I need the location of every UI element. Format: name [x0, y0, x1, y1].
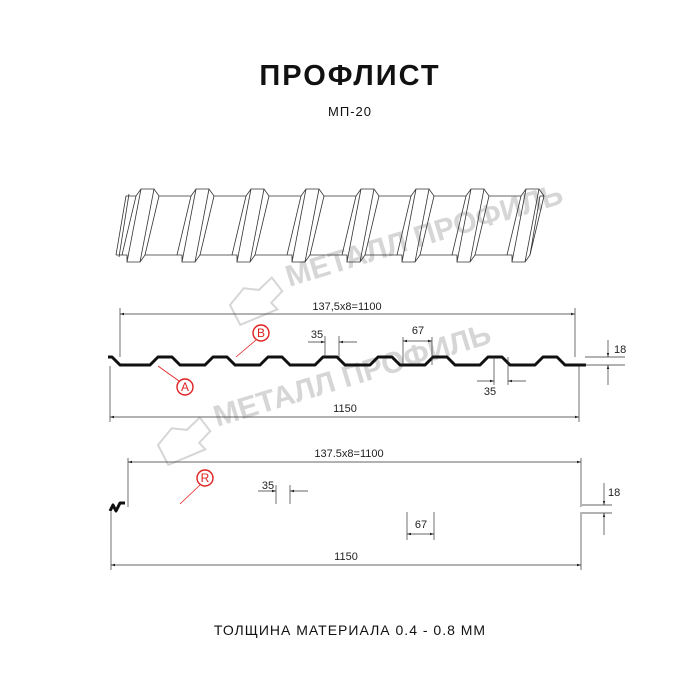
sheet-edge	[341, 195, 357, 256]
watermark-text: МЕТАЛЛ ПРОФИЛЬ	[210, 318, 495, 434]
total-width-label: 1150	[334, 551, 358, 563]
profile-line	[108, 355, 586, 367]
sheet-edge	[364, 195, 380, 256]
sheet-edge	[414, 188, 430, 263]
material-thickness-note: ТОЛЩИНА МАТЕРИАЛА 0.4 - 0.8 ММ	[213, 622, 487, 638]
marker-b: B	[235, 324, 270, 358]
sheet-edge	[181, 188, 197, 263]
sheet-edge	[529, 195, 541, 256]
svg-text:B: B	[257, 326, 265, 340]
sheet-edge	[118, 193, 130, 258]
svg-text:R: R	[201, 471, 210, 485]
sheet-edge	[126, 188, 142, 263]
svg-text:A: A	[181, 380, 189, 394]
sheet-edge	[474, 195, 490, 256]
sheet-edge	[231, 195, 247, 256]
sheet-3d-view	[115, 188, 545, 263]
sheet-edge	[469, 188, 485, 263]
sheet-edge	[511, 188, 527, 263]
sheet-edge	[359, 188, 375, 263]
sheet-edge	[309, 195, 325, 256]
sheet-edge	[254, 195, 270, 256]
sheet-edge	[144, 195, 160, 256]
sheet-edge	[506, 195, 522, 256]
sheet-edge	[291, 188, 307, 263]
sheet-edge	[451, 195, 467, 256]
watermark-top: МЕТАЛЛ ПРОФИЛЬ	[228, 178, 567, 327]
sheet-edge	[249, 188, 265, 263]
page-title: ПРОФЛИСТ	[259, 60, 441, 92]
span-label: 137.5x8=1100	[314, 448, 383, 460]
sheet-edge	[419, 195, 435, 256]
sheet-edge	[524, 188, 540, 263]
sheet-edge	[396, 195, 412, 256]
sheet-edge	[194, 188, 210, 263]
marker-a: A	[157, 365, 194, 396]
sheet-edge	[346, 188, 362, 263]
sheet-edge	[139, 188, 155, 263]
rib-top-width-label: 35	[311, 329, 323, 341]
model-subtitle: МП-20	[328, 104, 372, 119]
trough-width-label: 67	[415, 519, 427, 531]
sheet-edge	[456, 188, 472, 263]
span-label: 137,5x8=1100	[312, 301, 381, 313]
profile-section-1: 137,5x8=1100 1150 35 67 35 18 B A	[108, 301, 626, 422]
rib-bottom-width-label: 35	[484, 386, 496, 398]
sheet-edge	[304, 188, 320, 263]
sheet-edge	[236, 188, 252, 263]
sheet-edge	[121, 195, 137, 256]
marker-r: R	[179, 469, 214, 505]
sheet-edge	[286, 195, 302, 256]
sheet-edge	[401, 188, 417, 263]
sheet-edge	[529, 195, 545, 256]
profile-section-2: 137.5x8=1100 1150 35 67 18 R	[108, 448, 620, 570]
total-width-label: 1150	[333, 403, 357, 415]
sheet-edge	[176, 195, 192, 256]
profile-line	[108, 501, 125, 513]
height-label: 18	[608, 487, 620, 499]
sheet-edge	[199, 195, 215, 256]
sheet-edge	[126, 188, 545, 197]
rib-top-width-label: 35	[262, 480, 274, 492]
height-label: 18	[614, 344, 626, 356]
trough-width-label: 67	[412, 325, 424, 337]
sheet-edge	[115, 195, 127, 256]
